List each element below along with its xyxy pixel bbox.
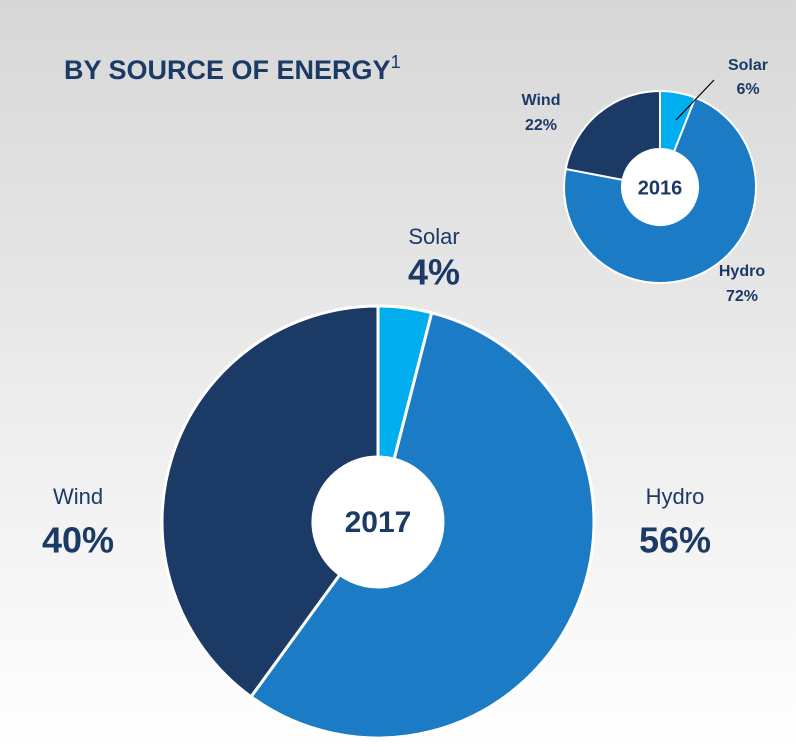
slice-name: Hydro — [719, 263, 765, 280]
slice-name: Hydro — [646, 484, 705, 509]
title-text: BY SOURCE OF ENERGY — [64, 55, 391, 85]
leader-line — [675, 79, 715, 121]
center-label: 2016 — [638, 177, 683, 199]
donut-hole — [622, 149, 698, 225]
slice-name: Solar — [728, 57, 768, 74]
slice-value-label: 40% — [42, 520, 114, 561]
center-label: 2017 — [345, 506, 412, 539]
slice-name: Wind — [53, 484, 103, 509]
slice-name: Solar — [408, 224, 459, 249]
title-note: 1 — [391, 52, 401, 72]
donut-hole — [313, 457, 443, 587]
slice-value-label: 6% — [736, 81, 759, 98]
slice-value-label: 22% — [525, 117, 557, 134]
slice-name: Wind — [522, 92, 561, 109]
slice-value-label: 72% — [726, 288, 758, 305]
slice-value-label: 4% — [408, 252, 460, 293]
slice-value-label: 56% — [639, 520, 711, 561]
page-title: BY SOURCE OF ENERGY1 — [64, 52, 401, 85]
